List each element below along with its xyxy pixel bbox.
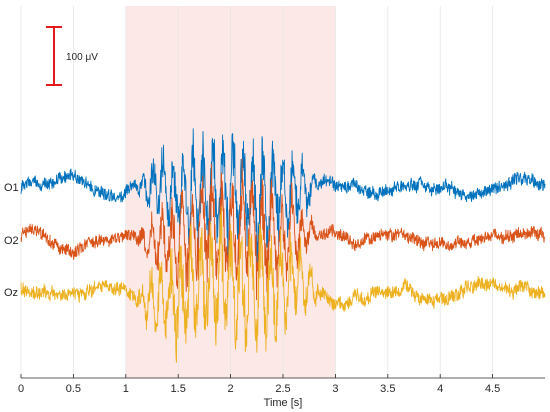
scale-bar: 100 μV: [46, 26, 98, 86]
x-ticks: 0 0.5 1 1.5 2 2.5 3 3.5 4 4.5: [18, 374, 500, 395]
x-tick-label: 3: [332, 383, 338, 395]
x-tick-label: 4: [437, 383, 443, 395]
scale-bar-label: 100 μV: [66, 52, 98, 63]
x-tick-label: 3.5: [380, 383, 395, 395]
trace-o2: [20, 158, 546, 301]
trace-oz: [20, 205, 546, 363]
x-tick-label: 1: [123, 383, 129, 395]
x-tick-label: 0: [18, 383, 24, 395]
x-axis: 0 0.5 1 1.5 2 2.5 3 3.5 4 4.5 Time [s]: [18, 374, 545, 409]
x-axis-label: Time [s]: [264, 397, 303, 409]
channel-label-o1: O1: [4, 182, 19, 194]
traces: [20, 128, 546, 363]
channel-labels: O1 O2 Oz: [4, 182, 19, 299]
x-tick-label: 0.5: [66, 383, 81, 395]
x-tick-label: 2: [228, 383, 234, 395]
x-tick-label: 4.5: [485, 383, 500, 395]
channel-label-o2: O2: [4, 235, 19, 247]
trace-o1: [20, 128, 546, 272]
x-tick-label: 2.5: [275, 383, 290, 395]
channel-label-oz: Oz: [4, 287, 18, 299]
x-tick-label: 1.5: [171, 383, 186, 395]
plot-area: [20, 6, 546, 378]
